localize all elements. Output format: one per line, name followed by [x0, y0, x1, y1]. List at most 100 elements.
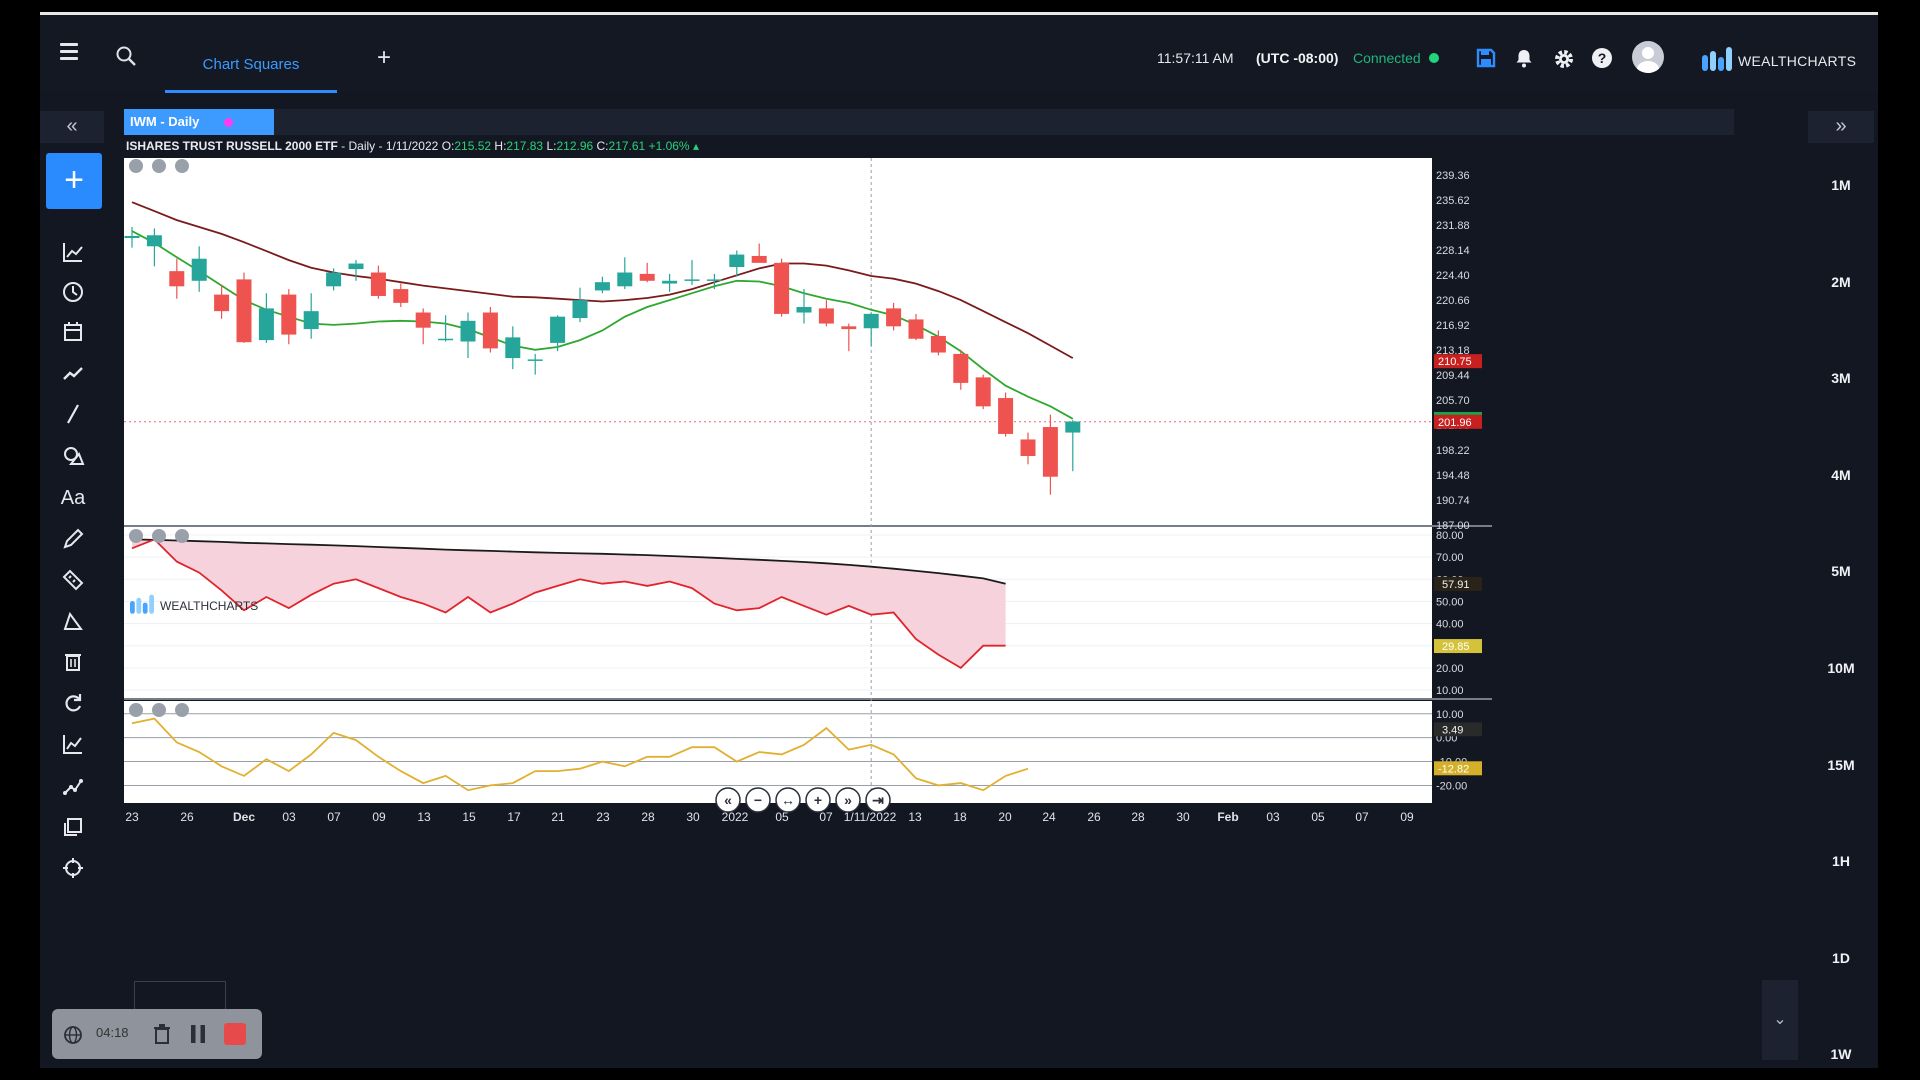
scroll-down-button[interactable]: ⌄	[1762, 980, 1798, 1060]
hamburger-menu-icon[interactable]	[60, 43, 78, 60]
candle-body	[796, 307, 812, 313]
candle-body	[930, 335, 946, 353]
timeframe-1m[interactable]: 1M	[1831, 177, 1851, 193]
playback-control-icon: «	[724, 792, 732, 808]
add-tab-button[interactable]: +	[377, 44, 392, 71]
playback-control-button	[715, 787, 741, 813]
pane-control-icon	[129, 159, 143, 173]
candle-body	[617, 272, 633, 287]
price-axis-tick: 209.44	[1436, 370, 1470, 382]
trash-icon[interactable]	[58, 647, 88, 677]
candle-body	[1065, 421, 1081, 433]
line-tool-icon[interactable]	[58, 399, 88, 429]
crosshair-icon[interactable]	[58, 853, 88, 883]
settings-gear-icon[interactable]	[1553, 48, 1575, 70]
candle-body	[191, 258, 207, 281]
globe-icon[interactable]	[62, 1024, 84, 1046]
rsi-label-text: 57.91	[1442, 579, 1470, 591]
price-label-text: 210.75	[1438, 356, 1472, 368]
price-axis-tick: 235.62	[1436, 195, 1470, 207]
candle-body	[236, 279, 252, 343]
low-label: L:	[546, 139, 557, 153]
x-axis-tick: 09	[1400, 810, 1414, 824]
notifications-bell-icon[interactable]	[1514, 48, 1534, 68]
x-axis-tick: 17	[507, 810, 521, 824]
pane-control-icon	[129, 529, 143, 543]
x-axis-tick: 21	[551, 810, 565, 824]
layers-icon[interactable]	[58, 812, 88, 842]
candle-body	[684, 279, 700, 281]
pause-icon[interactable]	[190, 1025, 206, 1043]
stop-recording-button[interactable]	[224, 1023, 246, 1045]
close-label: C:	[596, 139, 609, 153]
tab-chart-squares[interactable]: Chart Squares	[165, 15, 337, 93]
ruler-icon[interactable]	[58, 565, 88, 595]
rsi-axis-tick: 10.00	[1436, 685, 1464, 697]
price-axis-tick: 190.74	[1436, 495, 1470, 507]
help-icon[interactable]: ?	[1592, 48, 1612, 68]
pane-control-icon	[129, 703, 143, 717]
timeframe-4m[interactable]: 4M	[1831, 467, 1851, 483]
timezone-selector[interactable]: (UTC -08:00)	[1256, 50, 1339, 66]
x-axis-tick: 13	[417, 810, 431, 824]
candle-body	[438, 338, 454, 341]
clock: 11:57:11 AM	[1157, 50, 1234, 66]
price-label-box	[1434, 414, 1482, 429]
x-axis-tick: 15	[462, 810, 476, 824]
candle-body	[729, 254, 745, 267]
x-axis-tick: 26	[1087, 810, 1101, 824]
refresh-icon[interactable]	[58, 688, 88, 718]
change-percent: +1.06%	[648, 139, 690, 153]
pane-control-icon	[175, 159, 189, 173]
collapse-right-panel-button[interactable]: »	[1808, 111, 1874, 143]
save-icon[interactable]	[1476, 48, 1496, 68]
app-window: Chart Squares + 11:57:11 AM (UTC -08:00)…	[40, 12, 1878, 1068]
calendar-icon[interactable]	[58, 317, 88, 347]
candle-body	[550, 316, 566, 343]
candle-body	[326, 272, 342, 287]
timeframe-10m[interactable]: 10M	[1827, 660, 1855, 676]
recording-trash-icon[interactable]	[152, 1023, 172, 1045]
search-icon[interactable]	[115, 45, 137, 67]
x-axis-tick: 03	[1266, 810, 1280, 824]
user-avatar[interactable]	[1632, 41, 1664, 73]
candle-body	[505, 337, 521, 359]
x-axis-tick: 03	[282, 810, 296, 824]
change-up-arrow-icon: ▴	[692, 139, 699, 153]
chart-type-icon[interactable]	[58, 237, 88, 267]
clock-icon[interactable]	[58, 277, 88, 307]
trend-icon[interactable]	[58, 358, 88, 388]
shapes-icon[interactable]	[58, 441, 88, 471]
candle-body	[998, 398, 1014, 434]
timeframe-5m[interactable]: 5M	[1831, 563, 1851, 579]
timeframe-2m[interactable]: 2M	[1831, 274, 1851, 290]
strategy-icon[interactable]	[58, 771, 88, 801]
timeframe-15m[interactable]: 15M	[1827, 757, 1855, 773]
timeframe-1h[interactable]: 1H	[1832, 853, 1850, 869]
high-value: 217.83	[506, 139, 544, 153]
timeframe-1d[interactable]: 1D	[1832, 950, 1850, 966]
indicators-icon[interactable]	[58, 729, 88, 759]
collapse-left-panel-button[interactable]: «	[40, 111, 104, 143]
x-axis-tick: 30	[686, 810, 700, 824]
price-label-box	[1434, 354, 1482, 369]
brand-name: WEALTHCHARTS	[1738, 53, 1857, 69]
rsi-axis-tick: 70.00	[1436, 552, 1464, 564]
close-value: 217.61	[608, 139, 646, 153]
chart-canvas[interactable]: 239.36 235.62 231.88 228.14 224.40 220.66 216.…	[124, 158, 1492, 898]
text-tool-icon[interactable]: Aa	[60, 487, 86, 509]
candle-body	[953, 353, 969, 383]
symbol-tab[interactable]: IWM - Daily	[124, 109, 274, 135]
timeframe-1w[interactable]: 1W	[1830, 1046, 1852, 1062]
oscillator-axis-tick: 10.00	[1436, 709, 1464, 721]
add-indicator-button[interactable]: +	[46, 153, 102, 209]
measure-angle-icon[interactable]	[58, 606, 88, 636]
symbol-tab-label: IWM - Daily	[130, 114, 200, 129]
x-axis-tick: 2022	[722, 810, 749, 824]
ohlc-legend: ISHARES TRUST RUSSELL 2000 ETF - Daily -…	[126, 139, 699, 153]
candle-body	[415, 312, 431, 328]
rsi-average-line	[131, 538, 1006, 585]
timeframe-3m[interactable]: 3M	[1831, 370, 1851, 386]
price-axis-tick: 220.66	[1436, 295, 1470, 307]
pencil-icon[interactable]	[58, 524, 88, 554]
